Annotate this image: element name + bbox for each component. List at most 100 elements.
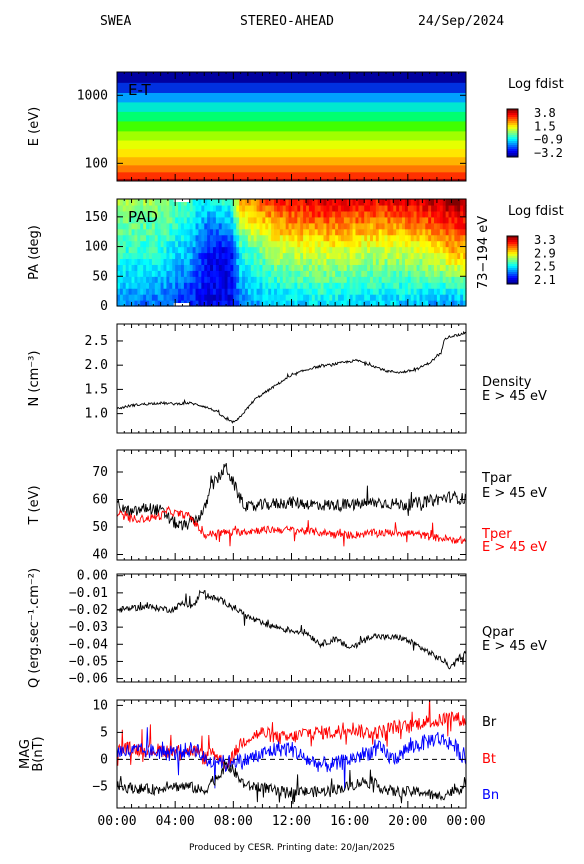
pad-cell: [431, 204, 435, 212]
pad-cell: [460, 300, 464, 307]
pad-cell: [189, 300, 194, 307]
pad-cell: [119, 222, 124, 230]
pad-cell: [230, 204, 234, 212]
pad-cell: [323, 258, 327, 265]
pad-cell: [306, 222, 310, 230]
pad-cell: [259, 199, 264, 206]
pad-cell: [262, 234, 266, 242]
pad-cell: [372, 240, 377, 248]
pad-cell: [172, 264, 176, 271]
pad-cell: [154, 300, 159, 307]
pad-cell: [180, 270, 185, 277]
colorbar-swatch: [507, 121, 518, 124]
pad-cell: [224, 282, 229, 289]
pad-cell: [210, 288, 214, 295]
pad-cell: [387, 234, 391, 242]
colorbar-swatch: [507, 111, 518, 114]
pad-cell: [303, 300, 307, 307]
pad-cell: [169, 199, 173, 206]
pad-cell: [198, 270, 202, 277]
pad-cell: [346, 276, 351, 283]
pad-cell: [381, 288, 386, 295]
pad-cell: [410, 234, 415, 242]
pad-cell: [215, 282, 220, 289]
pad-cell: [154, 228, 159, 236]
pad-cell: [358, 240, 362, 248]
pad-cell: [311, 276, 316, 283]
pad-cell: [355, 270, 359, 277]
pad-cell: [125, 300, 130, 307]
pad-cell: [253, 199, 258, 206]
pad-cell: [329, 234, 333, 242]
pad-cell: [311, 294, 316, 301]
pad-cell: [163, 199, 168, 206]
pad-cell: [306, 270, 310, 277]
pad-cell: [428, 204, 432, 212]
pad-cell: [140, 270, 144, 277]
pad-cell: [448, 294, 453, 301]
pad-cell: [303, 246, 307, 254]
pad-cell: [183, 240, 188, 248]
pad-cell: [300, 222, 304, 230]
pad-cell: [434, 282, 438, 289]
pad-cell: [256, 294, 261, 301]
pad-cell: [451, 222, 455, 230]
pad-cell: [210, 234, 214, 242]
pad-cell: [349, 294, 354, 301]
pad-cell: [303, 228, 307, 236]
pad-cell: [215, 300, 220, 307]
pad-cell: [332, 204, 336, 212]
pad-cell: [276, 282, 281, 289]
pad-cell: [259, 234, 264, 242]
pad-cell: [146, 294, 150, 301]
pad-cell: [268, 270, 272, 277]
pad-cell: [143, 270, 147, 277]
pad-cell: [361, 216, 365, 224]
pad-cell: [338, 258, 342, 265]
pad-cell: [460, 252, 464, 260]
pad-cell: [218, 216, 223, 224]
pad-cell: [288, 210, 293, 218]
pad-cell: [151, 246, 156, 254]
pad-cell: [265, 246, 269, 254]
pad-cell: [439, 210, 444, 218]
pad-cell: [306, 300, 310, 307]
pad-cell: [122, 228, 127, 236]
pad-cell: [148, 204, 153, 212]
pad-cell: [227, 246, 232, 254]
pad-cell: [268, 294, 272, 301]
pad-cell: [329, 246, 333, 254]
colorbar-frame: [506, 235, 519, 285]
pad-cell: [212, 282, 217, 289]
energy-band: [117, 140, 466, 150]
pad-cell: [396, 216, 400, 224]
pad-cell: [323, 228, 327, 236]
pad-cell: [396, 210, 400, 218]
pad-cell: [131, 270, 136, 277]
pad-cell: [175, 258, 179, 265]
pad-cell: [338, 216, 342, 224]
pad-cell: [175, 199, 179, 206]
pad-cell: [332, 222, 336, 230]
pad-cell: [407, 234, 412, 242]
pad-cell: [154, 216, 159, 224]
pad-cell: [454, 210, 458, 218]
pad-cell: [352, 222, 357, 230]
pad-cell: [180, 210, 185, 218]
pad-cell: [154, 240, 159, 248]
pad-cell: [221, 258, 226, 265]
pad-cell: [323, 264, 327, 271]
pad-cell: [407, 264, 412, 271]
pad-cell: [340, 300, 345, 307]
pad-cell: [207, 199, 211, 206]
pad-cell: [370, 222, 374, 230]
pad-cell: [311, 270, 316, 277]
pad-cell: [140, 222, 144, 230]
pad-cell: [442, 228, 447, 236]
pad-cell: [201, 276, 205, 283]
pad-cell: [198, 246, 202, 254]
pad-cell: [323, 199, 327, 206]
pad-cell: [242, 204, 246, 212]
